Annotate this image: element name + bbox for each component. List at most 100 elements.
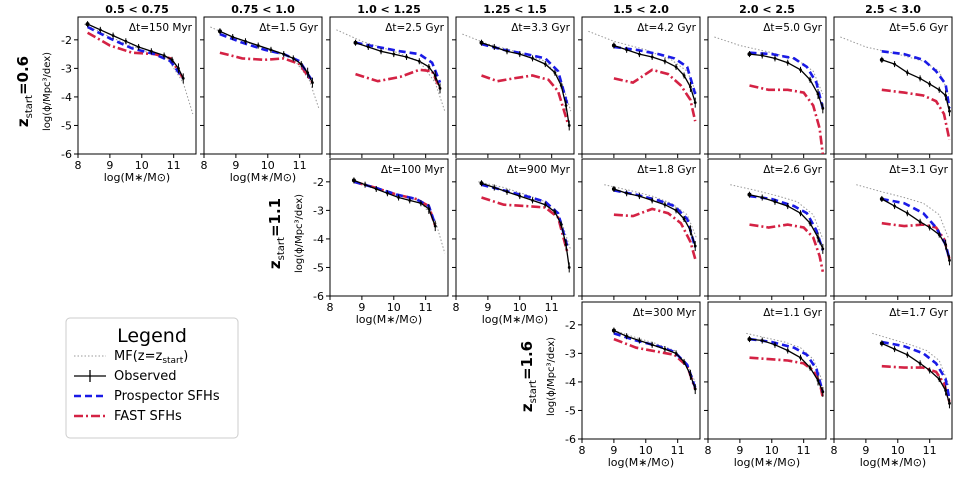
prospector-line bbox=[881, 197, 951, 260]
delta-t-label: Δt=900 Myr bbox=[507, 164, 571, 176]
prospector-line bbox=[219, 32, 314, 82]
observed-point bbox=[650, 343, 654, 347]
observed-point bbox=[693, 101, 697, 105]
y-tick-label: -6 bbox=[61, 148, 72, 161]
panel: Δt=1.8 Gyr bbox=[578, 158, 701, 300]
panel-frame bbox=[581, 16, 701, 155]
observed-point bbox=[638, 52, 641, 56]
observed-point bbox=[518, 194, 522, 198]
observed-point bbox=[282, 52, 286, 56]
row-redshift-label: zstart=1.6 bbox=[518, 341, 539, 412]
observed-point bbox=[374, 187, 378, 191]
x-tick-label: 11 bbox=[923, 444, 937, 457]
x-tick-label: 9 bbox=[484, 301, 491, 314]
observed-point bbox=[893, 62, 896, 66]
observed-point bbox=[747, 192, 752, 197]
x-tick-label: 11 bbox=[167, 159, 181, 172]
x-axis-label: log(M∗/M⊙) bbox=[734, 456, 800, 469]
observed-point bbox=[948, 109, 951, 113]
observed-point bbox=[663, 347, 667, 351]
mf-line bbox=[210, 26, 320, 109]
observed-point bbox=[531, 56, 534, 60]
observed-point bbox=[905, 211, 909, 215]
observed-point bbox=[625, 48, 629, 52]
observed-point bbox=[479, 40, 484, 45]
observed-point bbox=[162, 54, 166, 57]
observed-line bbox=[481, 182, 570, 268]
observed-point bbox=[181, 76, 185, 80]
observed-point bbox=[799, 211, 802, 215]
x-tick-label: 10 bbox=[639, 444, 653, 457]
observed-point bbox=[893, 204, 896, 208]
observed-line bbox=[749, 194, 824, 250]
x-tick-label: 8 bbox=[831, 444, 838, 457]
bin-title: 2.5 < 3.0 bbox=[865, 3, 921, 16]
observed-point bbox=[650, 198, 654, 202]
x-tick-label: 11 bbox=[671, 444, 685, 457]
observed-point bbox=[760, 196, 764, 199]
observed-point bbox=[893, 347, 896, 351]
prospector-line bbox=[481, 183, 569, 248]
observed-point bbox=[299, 62, 303, 66]
delta-t-label: Δt=5.0 Gyr bbox=[763, 22, 822, 34]
x-tick-label: 10 bbox=[513, 301, 527, 314]
observed-point bbox=[816, 92, 820, 96]
observed-point bbox=[747, 337, 752, 342]
panel: -6-5-4-3-28 9 10 11log(M∗/M⊙)log(ϕ/Mpc³/dex… bbox=[546, 301, 701, 469]
legend-label-prospector: Prospector SFHs bbox=[114, 389, 220, 404]
panel-frame bbox=[833, 158, 953, 297]
observed-point bbox=[518, 52, 522, 56]
mf-line bbox=[336, 29, 446, 112]
bin-title: 1.25 < 1.5 bbox=[483, 3, 547, 16]
observed-point bbox=[98, 28, 102, 32]
observed-point bbox=[821, 390, 825, 394]
x-axis-label: log(M∗/M⊙) bbox=[230, 171, 296, 184]
delta-t-label: Δt=3.1 Gyr bbox=[889, 164, 948, 176]
x-tick-label: 9 bbox=[610, 444, 617, 457]
observed-point bbox=[625, 334, 629, 338]
legend-label-main: MF(z=z bbox=[114, 349, 162, 364]
legend-label-main: Observed bbox=[114, 369, 177, 384]
observed-point bbox=[689, 85, 692, 89]
legend-title: Legend bbox=[117, 325, 187, 347]
observed-point bbox=[786, 204, 790, 208]
x-axis-label: log(M∗/M⊙) bbox=[860, 456, 926, 469]
observed-line bbox=[881, 59, 951, 112]
legend-frame bbox=[65, 317, 239, 439]
observed-point bbox=[625, 191, 629, 195]
plot-area bbox=[730, 184, 825, 272]
legend-label-sub: start bbox=[162, 356, 183, 366]
observed-point bbox=[559, 223, 563, 227]
x-tick-label: 10 bbox=[135, 159, 149, 172]
observed-point bbox=[948, 401, 951, 405]
observed-point bbox=[821, 106, 825, 110]
prospector-line bbox=[355, 41, 442, 84]
observed-point bbox=[492, 186, 496, 189]
x-tick-label: 9 bbox=[736, 444, 743, 457]
observed-point bbox=[408, 198, 412, 202]
panel: -6-5-4-3-28 9 10 11log(M∗/M⊙)log(ϕ/Mpc³/dex… bbox=[294, 158, 449, 326]
fast-line bbox=[749, 356, 825, 398]
x-axis-label: log(M∗/M⊙) bbox=[356, 313, 422, 326]
observed-point bbox=[937, 88, 941, 92]
observed-point bbox=[553, 210, 557, 214]
panel-frame bbox=[329, 16, 449, 155]
fast-line bbox=[481, 196, 569, 254]
x-tick-label: 8 bbox=[705, 444, 712, 457]
observed-line bbox=[749, 338, 824, 393]
row-label-sub: start bbox=[528, 380, 539, 403]
observed-point bbox=[944, 243, 948, 247]
observed-point bbox=[821, 247, 825, 251]
y-tick-label: -4 bbox=[61, 91, 72, 104]
mf-line bbox=[746, 332, 824, 383]
observed-line bbox=[613, 188, 696, 247]
panel-frame bbox=[707, 301, 827, 440]
observed-point bbox=[269, 48, 273, 52]
panel-frame bbox=[707, 16, 827, 155]
legend-label-fast: FAST SFHs bbox=[114, 409, 182, 424]
